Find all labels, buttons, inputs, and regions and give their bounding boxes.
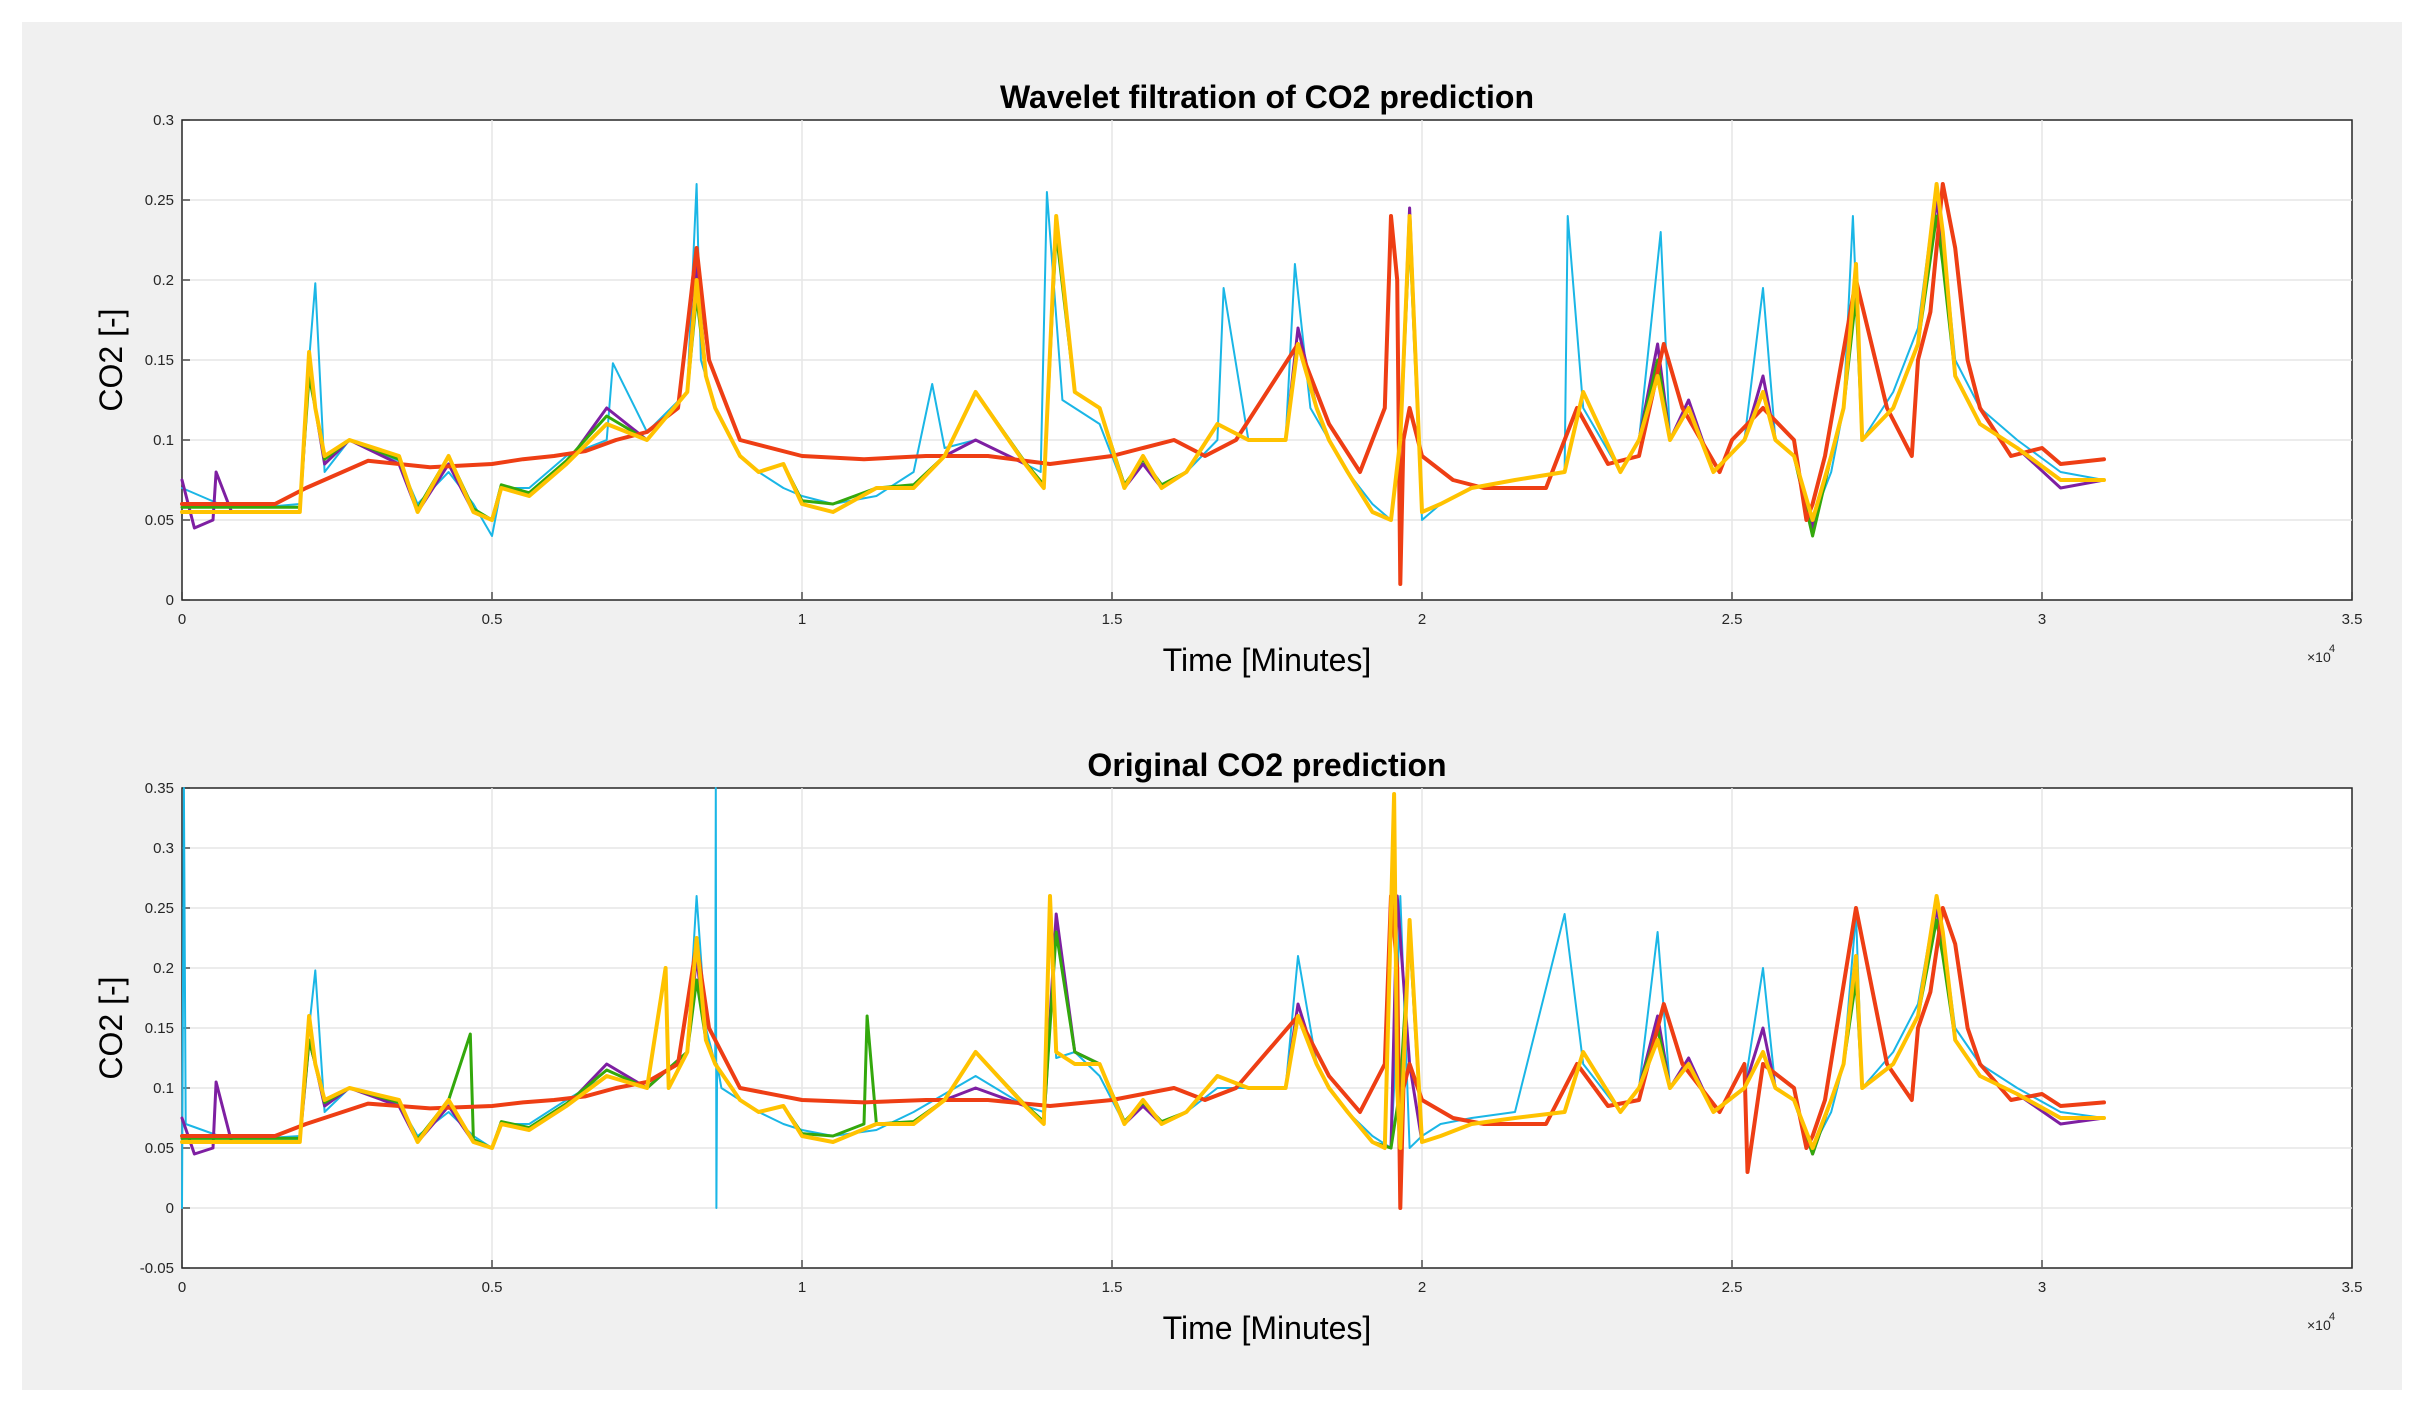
y-tick-label: 0	[166, 1200, 174, 1217]
x-tick-label: 2	[1418, 1279, 1426, 1296]
chart-original-prediction: 0 0.5 1 1.5 2 2.5 3 3.5-0.0500.050.10.150.20.25…	[93, 747, 2362, 1346]
y-tick-label: 0.1	[153, 1080, 174, 1097]
y-tick-label: -0.05	[140, 1260, 174, 1277]
x-tick-label: 1	[798, 611, 806, 628]
x-exponent-base: ×10	[2307, 1317, 2331, 1333]
x-exponent: ×10 4	[2307, 643, 2335, 665]
x-tick-label: 0.5	[482, 611, 503, 628]
x-tick-label: 1	[798, 1279, 806, 1296]
y-tick-label: 0.25	[145, 900, 174, 917]
y-tick-label: 0.25	[145, 192, 174, 209]
chart-title: Original CO2 prediction	[1087, 747, 1446, 783]
x-tick-label: 3.5	[2342, 1279, 2363, 1296]
y-tick-label: 0.1	[153, 432, 174, 449]
x-axis-label: Time [Minutes]	[1163, 1310, 1372, 1346]
x-tick-label: 2	[1418, 611, 1426, 628]
y-tick-label: 0.05	[145, 512, 174, 529]
chart-title: Wavelet filtration of CO2 prediction	[1000, 79, 1534, 115]
y-tick-label: 0.3	[153, 840, 174, 857]
y-axis-label: CO2 [-]	[93, 976, 129, 1079]
x-tick-label: 2.5	[1722, 611, 1743, 628]
y-tick-label: 0.2	[153, 960, 174, 977]
tick-labels: 0 0.5 1 1.5 2 2.5 3 3.5-0.0500.050.10.150.20.25…	[140, 780, 2363, 1296]
y-tick-label: 0.05	[145, 1140, 174, 1157]
series-group	[180, 787, 2106, 1210]
y-tick-label: 0.2	[153, 272, 174, 289]
figure-canvas: 0 0.5 1 1.5 2 2.5 3 3.5 0 0.05 0.1 0.15 0.2 0.25 0.3 W…	[22, 22, 2402, 1390]
series-line-yellow	[180, 182, 2106, 522]
x-tick-label: 0	[178, 1279, 186, 1296]
x-tick-label: 0	[178, 611, 186, 628]
tick-labels: 0 0.5 1 1.5 2 2.5 3 3.5 0 0.05 0.1 0.15 0.2 0.25 0.3	[145, 112, 2363, 628]
series-line-red	[180, 182, 2106, 586]
y-axis-label: CO2 [-]	[93, 308, 129, 411]
x-tick-label: 3	[2038, 1279, 2046, 1296]
x-tick-label: 2.5	[1722, 1279, 1743, 1296]
y-tick-label: 0.15	[145, 1020, 174, 1037]
x-tick-label: 1.5	[1102, 611, 1123, 628]
gridlines	[181, 787, 2353, 1269]
y-tick-label: 0.3	[153, 112, 174, 129]
x-exponent-power: 4	[2329, 1311, 2335, 1323]
series-line-red	[180, 894, 2106, 1210]
x-exponent-power: 4	[2329, 643, 2335, 655]
y-tick-label: 0.35	[145, 780, 174, 797]
x-tick-label: 1.5	[1102, 1279, 1123, 1296]
x-tick-label: 0.5	[482, 1279, 503, 1296]
x-tick-label: 3	[2038, 611, 2046, 628]
series-group	[180, 182, 2106, 586]
x-exponent: ×10 4	[2307, 1311, 2335, 1333]
x-tick-label: 3.5	[2342, 611, 2363, 628]
y-tick-label: 0	[166, 592, 174, 609]
x-axis-label: Time [Minutes]	[1163, 642, 1372, 678]
figure-svg: 0 0.5 1 1.5 2 2.5 3 3.5 0 0.05 0.1 0.15 0.2 0.25 0.3 W…	[93, 79, 2362, 1346]
x-exponent-base: ×10	[2307, 649, 2331, 665]
chart-wavelet-filtration: 0 0.5 1 1.5 2 2.5 3 3.5 0 0.05 0.1 0.15 0.2 0.25 0.3 W…	[93, 79, 2362, 678]
y-tick-label: 0.15	[145, 352, 174, 369]
series-line-yellow	[180, 792, 2106, 1150]
